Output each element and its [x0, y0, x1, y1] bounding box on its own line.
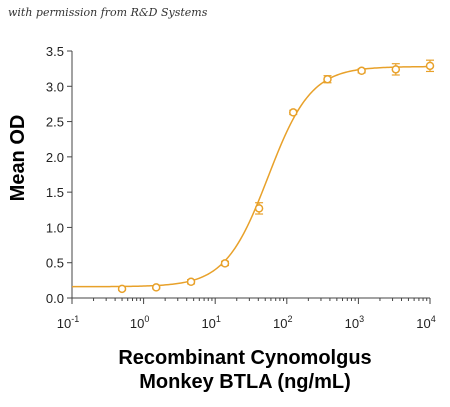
data-point [425, 61, 435, 71]
watermark-text: with permission from R&D Systems [8, 6, 208, 19]
y-tick-label: 2.5 [46, 115, 64, 130]
x-tick-label: 103 [345, 314, 364, 331]
y-tick-label: 3.5 [46, 44, 64, 59]
data-point [391, 65, 401, 74]
data-point [323, 74, 332, 84]
y-tick-label: 3.0 [46, 79, 64, 94]
y-tick-label: 0.5 [46, 256, 64, 271]
x-tick-label: 10-1 [57, 314, 79, 331]
data-point [117, 284, 127, 294]
y-tick-label: 1.0 [46, 220, 64, 235]
data-point [357, 66, 366, 76]
x-tick-label: 101 [201, 314, 220, 331]
x-tick-label: 104 [416, 314, 435, 331]
x-axis-title-line2: Monkey BTLA (ng/mL) [139, 371, 351, 393]
data-point [220, 259, 230, 268]
x-tick-label: 102 [273, 314, 292, 331]
data-point [254, 204, 264, 213]
x-tick-label: 100 [130, 314, 149, 331]
fit-curve [71, 65, 431, 288]
y-tick-label: 0.0 [46, 291, 64, 306]
y-tick-label: 2.0 [46, 150, 64, 165]
data-point [186, 277, 196, 287]
y-axis-title: Mean OD [7, 115, 29, 202]
y-tick-label: 1.5 [46, 185, 64, 200]
data-point [288, 108, 298, 117]
data-point [151, 283, 161, 292]
x-axis-title-line1: Recombinant Cynomolgus [118, 347, 372, 369]
